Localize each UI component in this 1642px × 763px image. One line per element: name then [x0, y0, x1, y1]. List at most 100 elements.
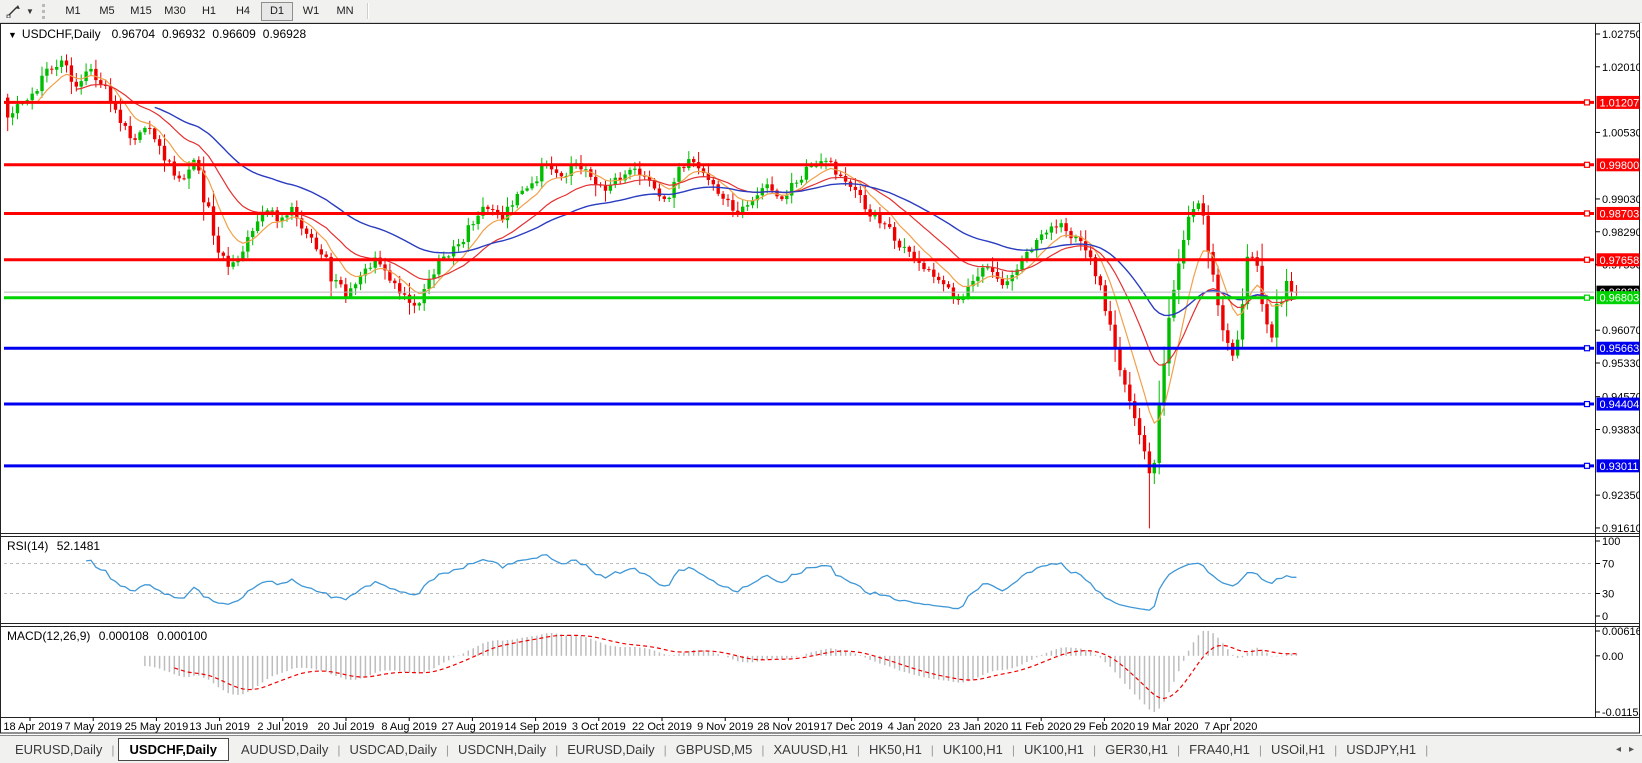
- svg-text:0.95663: 0.95663: [1600, 343, 1640, 355]
- tab-separator: |: [1334, 742, 1338, 757]
- svg-text:0.95330: 0.95330: [1602, 358, 1640, 370]
- tab-separator: |: [555, 742, 559, 757]
- tab-separator: |: [111, 742, 115, 757]
- svg-text:1.02750: 1.02750: [1602, 29, 1640, 41]
- svg-text:17 Dec 2019: 17 Dec 2019: [820, 721, 882, 733]
- macd-pane: 0.006167 0.00 -0.011531: [144, 626, 1640, 719]
- svg-text:0.93011: 0.93011: [1600, 461, 1639, 473]
- tab-separator: |: [1258, 742, 1262, 757]
- chart-tab-AUDUSD-Daily[interactable]: AUDUSD,Daily: [240, 741, 329, 757]
- chart-tab-HK50-H1[interactable]: HK50,H1: [869, 741, 922, 757]
- tab-scroll-arrows: ◂ ▸: [1616, 744, 1634, 755]
- chart-tab-USDCAD-Daily[interactable]: USDCAD,Daily: [349, 741, 437, 757]
- chart-tab-EURUSD-Daily[interactable]: EURUSD,Daily: [15, 741, 103, 757]
- tab-separator: |: [930, 742, 934, 757]
- svg-text:25 May 2019: 25 May 2019: [125, 721, 189, 733]
- svg-text:0.006167: 0.006167: [1602, 626, 1640, 638]
- svg-text:100: 100: [1602, 536, 1620, 548]
- chart-canvas[interactable]: 1.027501.020101.005300.990300.982900.975…: [0, 23, 1640, 735]
- svg-text:0.96070: 0.96070: [1602, 325, 1640, 337]
- svg-text:27 Aug 2019: 27 Aug 2019: [442, 721, 504, 733]
- rsi-pane: 100 70 30 0: [4, 536, 1620, 623]
- tab-separator: |: [445, 742, 450, 757]
- svg-text:1.00530: 1.00530: [1602, 127, 1640, 139]
- svg-text:4 Jan 2020: 4 Jan 2020: [888, 721, 942, 733]
- svg-text:7 Apr 2020: 7 Apr 2020: [1204, 721, 1257, 733]
- svg-text:11 Feb 2020: 11 Feb 2020: [1011, 721, 1072, 733]
- timeframe-button-M5[interactable]: M5: [99, 4, 115, 17]
- svg-text:8 Aug 2019: 8 Aug 2019: [381, 721, 437, 733]
- chart-tab-UK100-H1[interactable]: UK100,H1: [942, 741, 1003, 757]
- svg-text:28 Nov 2019: 28 Nov 2019: [757, 721, 819, 733]
- svg-text:30: 30: [1602, 589, 1614, 601]
- tab-scroll-right-icon[interactable]: ▸: [1628, 744, 1634, 755]
- timeframe-buttons: M1 M5 M15 M30 H1 H4 D1 W1 MN: [56, 1, 362, 21]
- chart-tab-UK100-H1[interactable]: UK100,H1: [1024, 741, 1085, 757]
- tab-separator: |: [1177, 742, 1181, 757]
- chart-tab-EURUSD-Daily[interactable]: EURUSD,Daily: [567, 741, 655, 757]
- chart-tab-USOil-H1[interactable]: USOil,H1: [1270, 741, 1326, 757]
- tab-separator: |: [1093, 742, 1097, 757]
- svg-text:0.92350: 0.92350: [1602, 490, 1640, 502]
- svg-text:13 Jun 2019: 13 Jun 2019: [189, 721, 250, 733]
- svg-text:0.99030: 0.99030: [1602, 194, 1640, 206]
- timeframe-button-M15[interactable]: M15: [130, 4, 152, 17]
- tab-separator: |: [1011, 742, 1016, 757]
- chart-tab-FRA40-H1[interactable]: FRA40,H1: [1189, 741, 1250, 757]
- svg-text:18 Apr 2019: 18 Apr 2019: [3, 721, 62, 733]
- chart-tab-USDCNH-Daily[interactable]: USDCNH,Daily: [458, 741, 547, 757]
- svg-text:7 May 2019: 7 May 2019: [64, 721, 121, 733]
- svg-text:3 Oct 2019: 3 Oct 2019: [572, 721, 626, 733]
- price-axis: 1.027501.020101.005300.990300.982900.975…: [1595, 29, 1640, 535]
- timeframe-button-H1[interactable]: H1: [201, 4, 217, 17]
- chart-tab-USDJPY-H1[interactable]: USDJPY,H1: [1346, 741, 1417, 757]
- toolbar-separator: [367, 3, 368, 19]
- svg-text:0: 0: [1602, 611, 1608, 623]
- timeframe-button-D1[interactable]: D1: [261, 1, 293, 21]
- svg-text:19 Mar 2020: 19 Mar 2020: [1137, 721, 1199, 733]
- timeframe-button-MN[interactable]: MN: [336, 4, 354, 17]
- svg-text:0.96803: 0.96803: [1600, 293, 1640, 305]
- svg-text:70: 70: [1602, 559, 1614, 571]
- svg-text:29 Feb 2020: 29 Feb 2020: [1074, 721, 1136, 733]
- svg-text:-0.011531: -0.011531: [1602, 707, 1640, 719]
- tab-separator: |: [663, 742, 667, 757]
- chart-tab-GER30-H1[interactable]: GER30,H1: [1105, 741, 1169, 757]
- timeframe-button-H4[interactable]: H4: [235, 4, 251, 17]
- date-axis: 18 Apr 2019 7 May 2019 25 May 2019 13 Jun 2…: [3, 717, 1257, 733]
- svg-text:1.02010: 1.02010: [1602, 62, 1640, 74]
- chart-tab-GBPUSD-M5[interactable]: GBPUSD,M5: [675, 741, 753, 757]
- trendline-tool-icon[interactable]: [2, 2, 24, 20]
- tab-scroll-left-icon[interactable]: ◂: [1615, 744, 1621, 755]
- timeframe-button-M30[interactable]: M30: [164, 4, 186, 17]
- svg-text:0.99800: 0.99800: [1600, 160, 1640, 172]
- tool-dropdown-caret[interactable]: ▼: [26, 6, 34, 16]
- tab-separator: |: [856, 742, 861, 757]
- toolbar-grip-handle[interactable]: [42, 3, 52, 19]
- svg-text:0.98703: 0.98703: [1600, 208, 1640, 220]
- timeframe-toolbar: ▼ M1 M5 M15 M30 H1 H4 D1 W1 MN: [0, 0, 1642, 23]
- svg-text:2 Jul 2019: 2 Jul 2019: [257, 721, 308, 733]
- svg-text:0.93830: 0.93830: [1602, 425, 1640, 437]
- tab-separator: |: [761, 742, 765, 757]
- chart-tab-XAUUSD-H1[interactable]: XAUUSD,H1: [773, 741, 848, 757]
- tab-separator: |: [337, 742, 341, 757]
- svg-text:22 Oct 2019: 22 Oct 2019: [632, 721, 692, 733]
- svg-text:0.00: 0.00: [1602, 651, 1623, 663]
- horizontal-levels: [4, 99, 1594, 469]
- svg-text:0.97658: 0.97658: [1600, 255, 1640, 267]
- svg-text:0.91610: 0.91610: [1602, 523, 1640, 535]
- svg-text:0.94404: 0.94404: [1600, 399, 1640, 411]
- chart-tab-USDCHF-Daily[interactable]: USDCHF,Daily: [117, 738, 229, 761]
- svg-text:0.98290: 0.98290: [1602, 227, 1640, 239]
- chart-window: 1.027501.020101.005300.990300.982900.975…: [0, 23, 1642, 735]
- chart-tab-bar: EURUSD,Daily | USDCHF,Daily AUDUSD,Daily | US…: [0, 735, 1642, 763]
- svg-text:14 Sep 2019: 14 Sep 2019: [504, 721, 566, 733]
- svg-text:1.01207: 1.01207: [1600, 97, 1640, 109]
- timeframe-button-M1[interactable]: M1: [65, 4, 81, 17]
- chart-tabs: EURUSD,Daily | USDCHF,Daily AUDUSD,Daily | US…: [0, 738, 1428, 762]
- svg-text:9 Nov 2019: 9 Nov 2019: [697, 721, 753, 733]
- timeframe-button-W1[interactable]: W1: [302, 4, 320, 17]
- candles: [6, 54, 1299, 529]
